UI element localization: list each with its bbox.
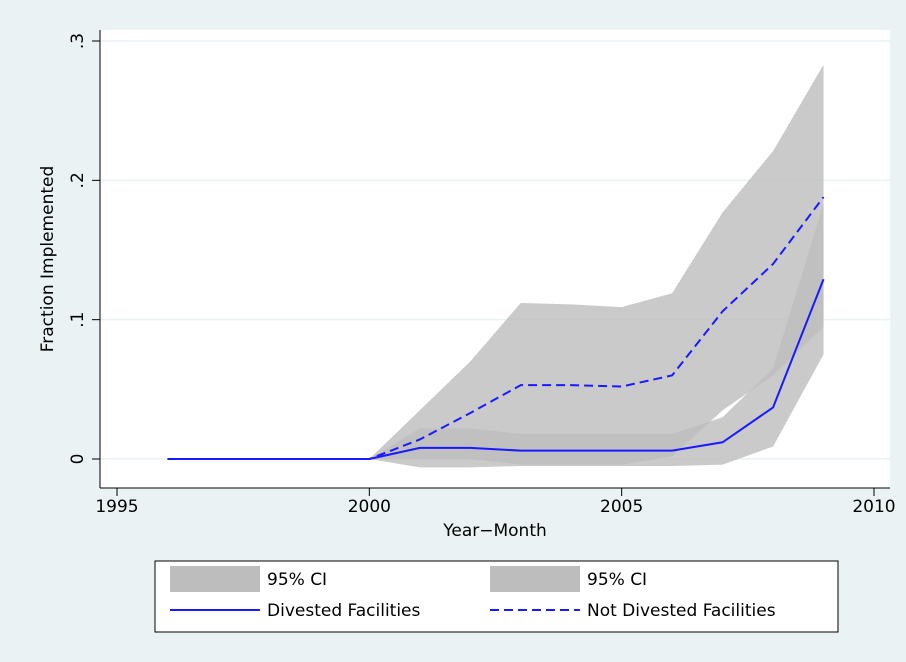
x-tick-label: 2005: [600, 497, 643, 517]
legend-label: Divested Facilities: [267, 601, 421, 621]
legend-swatch: [490, 566, 580, 592]
line-series: [167, 196, 825, 460]
y-tick-label: 0: [68, 454, 88, 465]
y-tick-label: .2: [68, 172, 88, 188]
legend-label: Not Divested Facilities: [587, 601, 776, 621]
ci-band: [167, 204, 824, 468]
y-tick-label: .1: [68, 312, 88, 328]
legend-label: 95% CI: [587, 570, 647, 590]
x-tick-label: 2010: [852, 497, 895, 517]
y-axis-label: Fraction Implemented: [38, 166, 58, 353]
ci-band: [167, 64, 824, 465]
y-tick-label: .3: [68, 33, 88, 49]
legend-label: 95% CI: [267, 570, 327, 590]
x-axis-label: Year−Month: [442, 521, 547, 541]
legend-swatch: [170, 566, 260, 592]
line-series: [167, 278, 825, 460]
x-tick-label: 2000: [348, 497, 391, 517]
x-tick-label: 1995: [95, 497, 138, 517]
